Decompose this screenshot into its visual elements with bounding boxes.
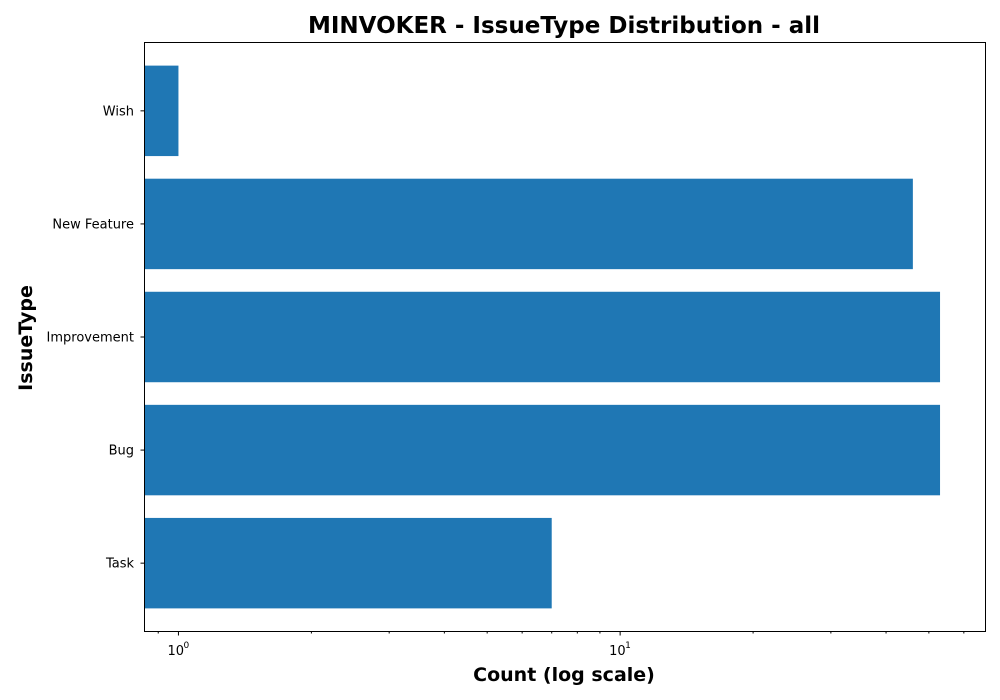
y-axis-label: IssueType	[15, 285, 37, 391]
bars-group	[145, 65, 941, 609]
x-tick-label-exp: 1	[625, 641, 631, 651]
y-tick-label-improvement: Improvement	[47, 331, 134, 346]
bar-wish	[145, 65, 179, 157]
y-tick-label-task: Task	[105, 557, 135, 572]
x-tick-label-base: 10	[609, 644, 626, 659]
chart-title: MINVOKER - IssueType Distribution - all	[308, 13, 820, 39]
y-axis-ticks: Task Bug Improvement New Feature Wish	[47, 104, 145, 572]
x-tick-label-base: 10	[167, 644, 184, 659]
y-tick-label-new-feature: New Feature	[52, 217, 134, 232]
x-axis-label: Count (log scale)	[473, 664, 655, 686]
bar-bug	[145, 404, 941, 496]
bar-new-feature	[145, 178, 913, 270]
x-tick-label-exp: 0	[183, 641, 189, 651]
y-tick-label-bug: Bug	[109, 444, 134, 459]
bar-task	[145, 517, 552, 609]
y-tick-label-wish: Wish	[103, 104, 134, 119]
bar-improvement	[145, 291, 941, 383]
x-axis-ticks: 10 0 10 1	[157, 631, 965, 659]
